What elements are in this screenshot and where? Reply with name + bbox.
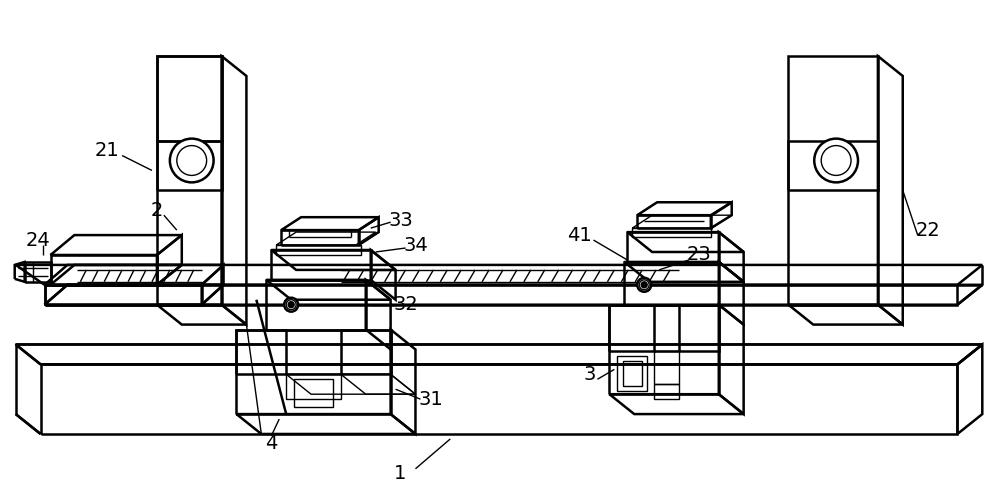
Text: 31: 31 [418,390,443,408]
Text: 24: 24 [25,230,50,250]
Text: 3: 3 [583,365,596,384]
Text: 4: 4 [265,434,277,454]
Circle shape [284,298,298,312]
Text: 33: 33 [388,210,413,230]
Text: 21: 21 [95,141,120,160]
Text: 1: 1 [394,464,407,483]
Text: 32: 32 [393,295,418,314]
Text: 2: 2 [151,200,163,220]
Circle shape [170,138,214,182]
Circle shape [637,278,651,292]
Text: 41: 41 [567,226,592,244]
Circle shape [641,282,647,288]
Text: 34: 34 [403,236,428,255]
Text: 22: 22 [915,220,940,240]
Text: 23: 23 [687,246,711,264]
Circle shape [288,302,294,308]
Circle shape [814,138,858,182]
